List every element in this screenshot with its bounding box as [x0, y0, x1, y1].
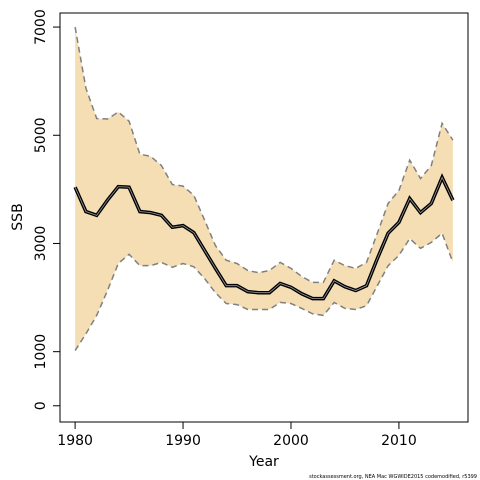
- y-tick-label: 7000: [33, 9, 49, 45]
- y-axis-label: SSB: [10, 203, 26, 230]
- x-tick-label: 2000: [273, 433, 309, 449]
- x-axis-label: Year: [248, 454, 279, 470]
- y-tick-label: 3000: [33, 226, 49, 262]
- upper-bound: [74, 26, 454, 284]
- x-tick-label: 2010: [381, 433, 417, 449]
- plot-frame: [59, 12, 469, 423]
- y-tick-label: 5000: [33, 117, 49, 153]
- ssb-line-inner: [74, 176, 454, 300]
- footnote: stockassessment.org, NEA Mac WGWIDE2015 …: [309, 474, 477, 480]
- y-tick-label: 1000: [33, 334, 49, 370]
- x-tick-label: 1980: [57, 433, 93, 449]
- x-tick-label: 1990: [165, 433, 201, 449]
- confidence-band: [75, 27, 453, 351]
- lower-bound: [74, 231, 454, 351]
- y-tick-label: 0: [33, 401, 49, 410]
